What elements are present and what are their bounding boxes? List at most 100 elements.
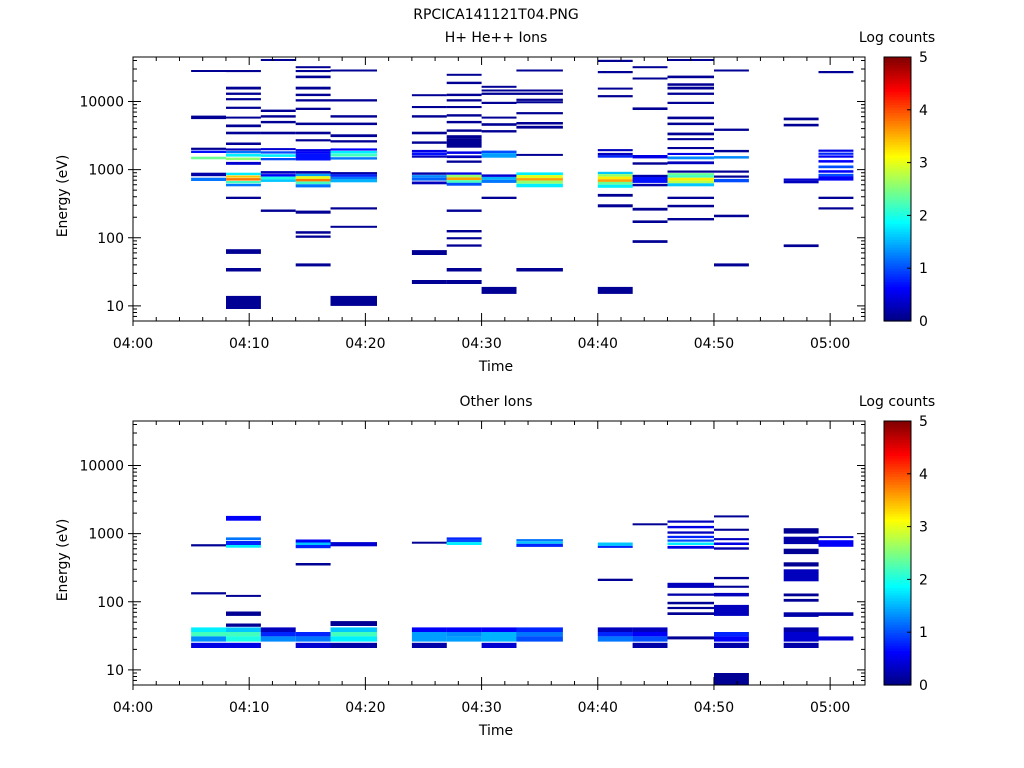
heatmap-cell — [226, 642, 261, 648]
colorbar-segment — [884, 465, 911, 470]
heatmap-cell — [481, 627, 517, 632]
colorbar-segment — [884, 521, 911, 525]
heatmap-cell — [516, 112, 563, 115]
heatmap-cell — [516, 89, 563, 92]
heatmap-cell — [667, 152, 714, 155]
y-tick-label: 1000 — [88, 527, 124, 543]
colorbar-segment — [884, 144, 911, 148]
heatmap-cell — [446, 237, 482, 240]
colorbar-segment — [884, 613, 911, 617]
heatmap-cell — [411, 172, 447, 175]
heatmap-cell — [446, 209, 482, 212]
colorbar-segment — [884, 648, 911, 652]
colorbar-segment — [884, 154, 911, 158]
colorbar-segment — [884, 642, 911, 646]
colorbar-segment — [884, 109, 911, 114]
colorbar-segment — [884, 75, 911, 79]
heatmap-cell — [516, 180, 563, 184]
colorbar-segment — [884, 611, 911, 615]
heatmap-cell — [260, 151, 296, 154]
y-tick-label: 10000 — [79, 95, 124, 111]
heatmap-cell — [597, 152, 633, 156]
heatmap-cell — [667, 542, 714, 545]
x-tick-label: 05:00 — [810, 700, 850, 716]
colorbar-segment — [884, 679, 911, 683]
colorbar-segment — [884, 492, 911, 496]
heatmap-cell — [446, 632, 482, 637]
heatmap-cell — [226, 627, 261, 632]
heatmap-cell — [226, 175, 261, 178]
heatmap-cell — [260, 174, 296, 177]
colorbar-tick-label: 1 — [919, 625, 928, 641]
heatmap-cell — [597, 149, 633, 152]
heatmap-cell — [446, 93, 482, 97]
heatmap-cell — [632, 77, 668, 80]
colorbar-segment — [884, 537, 911, 541]
colorbar-segment — [884, 463, 911, 467]
colorbar-segment — [884, 624, 911, 628]
heatmap-cell — [226, 116, 261, 119]
colorbar-segment — [884, 579, 911, 583]
heatmap-cell — [191, 147, 226, 150]
colorbar-segment — [884, 262, 911, 267]
colorbar-segment — [884, 210, 911, 214]
colorbar-segment — [884, 616, 911, 620]
heatmap-cell — [411, 155, 447, 158]
colorbar-segment — [884, 202, 911, 206]
colorbar-segment — [884, 589, 911, 594]
heatmap-cell — [667, 183, 714, 187]
colorbar-segment — [884, 516, 911, 520]
heatmap-cell — [783, 548, 819, 555]
heatmap-cell — [667, 539, 714, 542]
heatmap-cell — [330, 207, 377, 210]
heatmap-cell — [226, 172, 261, 176]
heatmap-cell — [295, 542, 331, 545]
heatmap-cell — [667, 525, 714, 529]
heatmap-cell — [516, 268, 563, 272]
colorbar-segment — [884, 658, 911, 662]
heatmap-cell — [516, 92, 563, 95]
plot-frame — [132, 56, 866, 322]
colorbar-segment — [884, 426, 911, 430]
heatmap-cell — [191, 544, 226, 547]
heatmap-cell — [714, 128, 749, 131]
y-axis-label-h-he: Energy (eV) — [55, 155, 71, 238]
colorbar-segment — [884, 265, 911, 269]
colorbar-segment — [884, 542, 911, 546]
heatmap-cell — [446, 99, 482, 102]
heatmap-cell — [330, 99, 377, 102]
heatmap-cell — [632, 155, 668, 159]
heatmap-cell — [516, 541, 563, 544]
heatmap-cell — [597, 176, 633, 180]
colorbar-segment — [884, 600, 911, 604]
x-tick-label: 04:10 — [229, 336, 269, 352]
colorbar-segment — [884, 241, 911, 246]
heatmap-cell — [226, 106, 261, 109]
heatmap-cell — [667, 520, 714, 523]
colorbar-segment — [884, 244, 911, 248]
heatmap-cell — [481, 153, 517, 158]
heatmap-cell — [667, 196, 714, 199]
heatmap-cell — [411, 642, 447, 648]
heatmap-cell — [446, 160, 482, 163]
heatmap-cell — [516, 543, 563, 547]
heatmap-cell — [295, 181, 331, 185]
colorbar-segment — [884, 80, 911, 84]
colorbar-segment — [884, 671, 911, 676]
heatmap-cell — [295, 70, 331, 73]
colorbar-frame — [883, 56, 912, 322]
heatmap-cell — [516, 153, 563, 156]
heatmap-cell — [226, 515, 261, 521]
colorbar-tick-label: 4 — [919, 103, 928, 119]
colorbar-segment — [884, 289, 911, 293]
colorbar-segment — [884, 297, 911, 301]
heatmap-cell — [597, 59, 633, 62]
colorbar-segment — [884, 439, 911, 443]
colorbar-segment — [884, 553, 911, 557]
heatmap-cell — [411, 149, 447, 153]
colorbar-segment — [884, 115, 911, 119]
heatmap-cell — [516, 178, 563, 181]
heatmap-cell — [667, 606, 714, 610]
heatmap-cell — [411, 94, 447, 97]
heatmap-cell — [783, 612, 819, 617]
